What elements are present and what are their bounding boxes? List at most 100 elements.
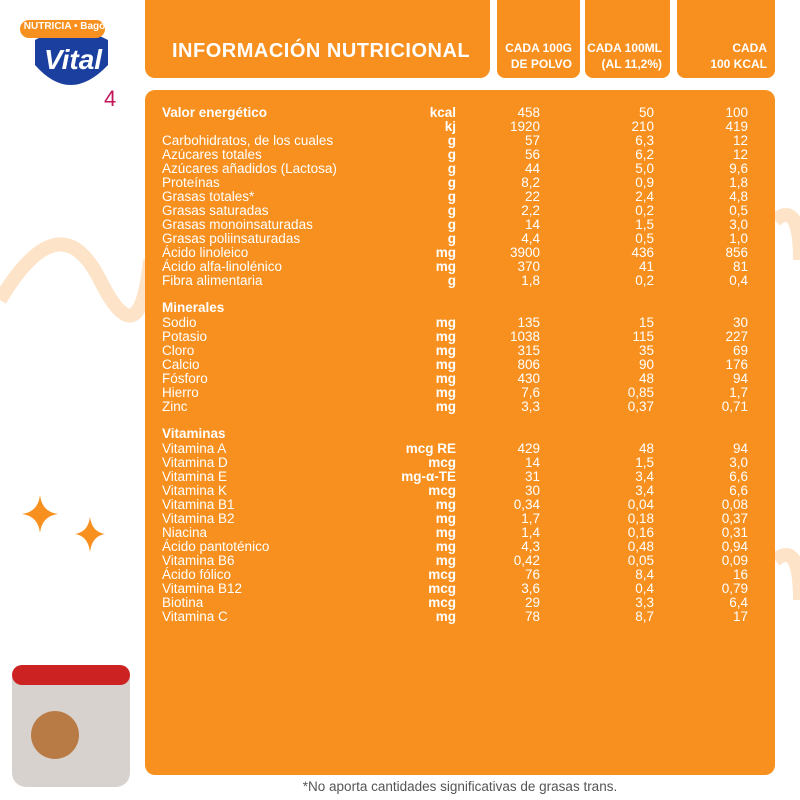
column-header: CADA 100ML bbox=[587, 41, 662, 55]
value: 4,3 bbox=[521, 539, 540, 554]
value: 6,6 bbox=[729, 483, 748, 498]
value: 0,85 bbox=[627, 385, 654, 400]
value: 8,2 bbox=[521, 175, 540, 190]
value: 370 bbox=[517, 259, 540, 274]
row-label: Vitamina C bbox=[162, 609, 228, 624]
row-label: Valor energético bbox=[162, 105, 268, 120]
row-label: Grasas monoinsaturadas bbox=[162, 217, 313, 232]
value: 48 bbox=[638, 371, 654, 386]
value: 6,6 bbox=[729, 469, 748, 484]
value: 806 bbox=[517, 357, 540, 372]
unit: mg bbox=[435, 539, 456, 554]
value: 0,2 bbox=[635, 273, 654, 288]
unit: mcg bbox=[428, 581, 456, 596]
value: 9,6 bbox=[729, 161, 748, 176]
value: 0,94 bbox=[721, 539, 748, 554]
value: 76 bbox=[524, 567, 540, 582]
row-label: Vitamina B1 bbox=[162, 497, 235, 512]
value: 0,79 bbox=[721, 581, 748, 596]
value: 7,6 bbox=[521, 385, 540, 400]
row-label: Grasas saturadas bbox=[162, 203, 269, 218]
value: 419 bbox=[725, 119, 748, 134]
row-label: Grasas totales* bbox=[162, 189, 255, 204]
value: 1,7 bbox=[521, 511, 540, 526]
value: 17 bbox=[732, 609, 748, 624]
unit: g bbox=[447, 273, 456, 288]
value: 0,34 bbox=[513, 497, 540, 512]
brand-stage: 4 bbox=[104, 86, 117, 111]
value: 30 bbox=[524, 483, 540, 498]
value: 0,09 bbox=[721, 553, 748, 568]
value: 315 bbox=[517, 343, 540, 358]
row-label: Fósforo bbox=[162, 371, 208, 386]
value: 14 bbox=[524, 217, 540, 232]
value: 56 bbox=[524, 147, 540, 162]
row-label: Vitamina A bbox=[162, 441, 227, 456]
value: 0,5 bbox=[729, 203, 748, 218]
value: 90 bbox=[638, 357, 654, 372]
title: INFORMACIÓN NUTRICIONAL bbox=[172, 40, 471, 62]
value: 0,04 bbox=[627, 497, 654, 512]
value: 6,2 bbox=[635, 147, 654, 162]
row-label: Azúcares añadidos (Lactosa) bbox=[162, 161, 337, 176]
unit: mg bbox=[435, 553, 456, 568]
value: 30 bbox=[732, 315, 748, 330]
value: 44 bbox=[524, 161, 540, 176]
value: 0,42 bbox=[513, 553, 540, 568]
value: 81 bbox=[732, 259, 748, 274]
unit: kj bbox=[444, 119, 456, 134]
table-panel bbox=[145, 90, 775, 775]
value: 41 bbox=[638, 259, 654, 274]
value: 3,6 bbox=[521, 581, 540, 596]
column-box bbox=[585, 0, 670, 78]
unit: mcg bbox=[428, 455, 456, 470]
section-title: Vitaminas bbox=[162, 426, 226, 441]
unit: mg bbox=[435, 259, 456, 274]
row-label: Vitamina D bbox=[162, 455, 228, 470]
row-label: Vitamina E bbox=[162, 469, 228, 484]
column-header: CADA bbox=[732, 41, 767, 55]
value: 8,7 bbox=[635, 609, 654, 624]
value: 0,5 bbox=[635, 231, 654, 246]
value: 3,0 bbox=[729, 217, 748, 232]
value: 1,8 bbox=[729, 175, 748, 190]
footnote: *No aporta cantidades significativas de … bbox=[302, 779, 618, 794]
value: 0,31 bbox=[721, 525, 748, 540]
row-label: Vitamina K bbox=[162, 483, 228, 498]
row-label: Niacina bbox=[162, 525, 208, 540]
unit: mg bbox=[435, 497, 456, 512]
value: 227 bbox=[725, 329, 748, 344]
value: 6,3 bbox=[635, 133, 654, 148]
value: 0,37 bbox=[721, 511, 748, 526]
value: 1,4 bbox=[521, 525, 540, 540]
value: 1,5 bbox=[635, 217, 654, 232]
row-label: Grasas poliinsaturadas bbox=[162, 231, 301, 246]
value: 35 bbox=[638, 343, 654, 358]
unit: g bbox=[447, 147, 456, 162]
row-label: Ácido linoleico bbox=[162, 245, 249, 260]
unit: g bbox=[447, 217, 456, 232]
unit: mg bbox=[435, 609, 456, 624]
unit: g bbox=[447, 175, 456, 190]
value: 0,9 bbox=[635, 175, 654, 190]
row-label: Calcio bbox=[162, 357, 200, 372]
unit: mg bbox=[435, 371, 456, 386]
unit: g bbox=[447, 161, 456, 176]
value: 22 bbox=[524, 189, 540, 204]
value: 50 bbox=[638, 105, 654, 120]
unit: mg bbox=[435, 399, 456, 414]
unit: kcal bbox=[429, 105, 456, 120]
row-label: Zinc bbox=[162, 399, 188, 414]
value: 1038 bbox=[509, 329, 540, 344]
value: 458 bbox=[517, 105, 540, 120]
unit: mg bbox=[435, 385, 456, 400]
row-label: Hierro bbox=[162, 385, 199, 400]
unit: mg bbox=[435, 511, 456, 526]
value: 48 bbox=[638, 441, 654, 456]
unit: mg bbox=[435, 525, 456, 540]
row-label: Ácido pantoténico bbox=[162, 539, 270, 554]
value: 57 bbox=[524, 133, 540, 148]
row-label: Biotina bbox=[162, 595, 204, 610]
value: 12 bbox=[732, 133, 748, 148]
